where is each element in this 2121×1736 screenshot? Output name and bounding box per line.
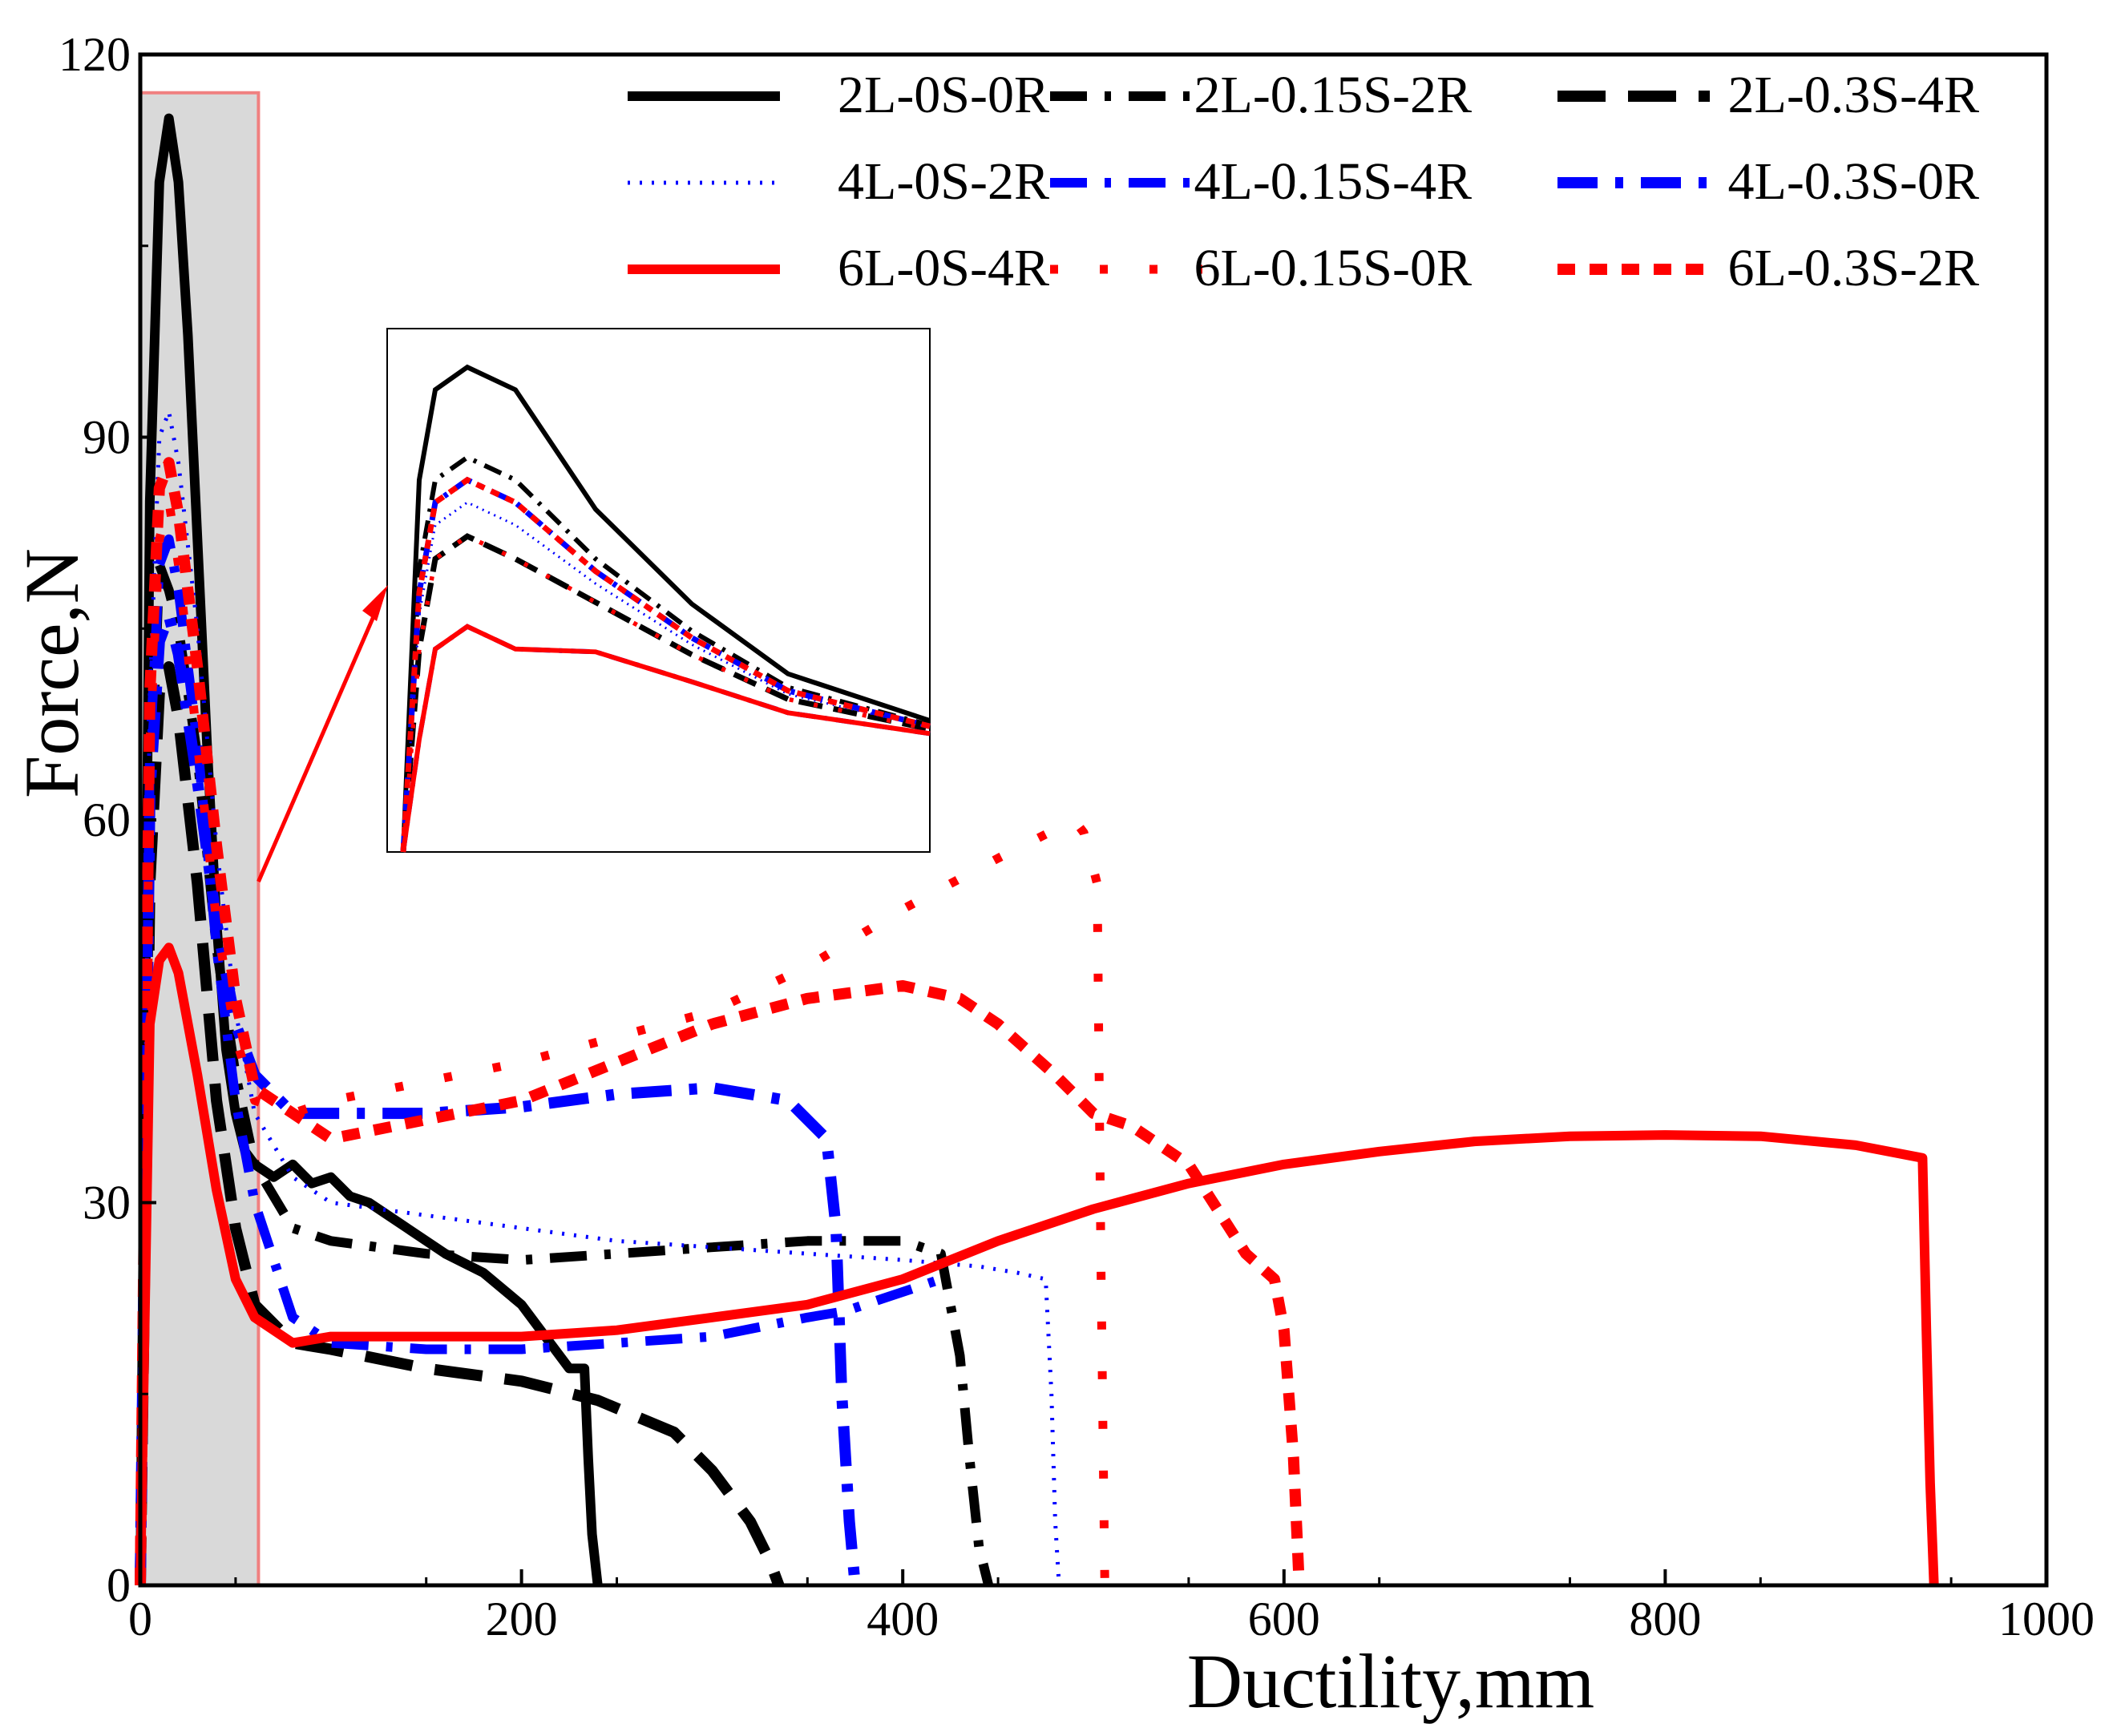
y-tick-label: 90 (83, 411, 131, 464)
series-line-6L-0.3S-2R (135, 457, 1305, 1586)
axes: 0 200 400 600 800 1000 0 30 60 90 120 (59, 28, 2095, 1645)
x-axis-title: Ductility,mm (1187, 1638, 1594, 1724)
x-tick-label: 800 (1629, 1593, 1701, 1645)
y-tick-label: 30 (83, 1177, 131, 1229)
inset-line-6L-0S-4R (401, 624, 931, 853)
y-tick-label: 0 (107, 1559, 131, 1612)
x-tick-label: 200 (486, 1593, 558, 1645)
x-tick-label: 0 (128, 1593, 152, 1645)
legend-label: 6L-0.3S-2R (1728, 239, 1980, 297)
series-line-4L-0.3S-0R (135, 610, 861, 1586)
series-line-6L-0S-4R (135, 943, 1939, 1586)
legend-label: 2L-0.15S-2R (1194, 66, 1473, 124)
y-axis-title: Force,N (9, 548, 95, 798)
inset-arrow (257, 608, 379, 882)
series-layer (135, 113, 1939, 1588)
inset-panel (257, 328, 931, 882)
legend-label: 4L-0.3S-0R (1728, 152, 1980, 211)
inset-line-6L-0.3S-2R (400, 476, 931, 853)
legend-label: 6L-0S-4R (838, 239, 1049, 297)
inset-arrow-head (362, 585, 388, 621)
legend-label: 2L-0S-0R (838, 66, 1049, 124)
legend-label: 2L-0.3S-4R (1728, 66, 1980, 124)
highlight-rect (139, 91, 261, 1587)
inset-line-2L-0S-0R (401, 364, 931, 853)
y-tick-label: 120 (59, 28, 131, 81)
x-tick-label: 400 (867, 1593, 939, 1645)
y-tick-label: 60 (83, 793, 131, 846)
x-tick-label: 600 (1248, 1593, 1320, 1645)
series-line-2L-0S-0R (135, 113, 603, 1586)
inset-line-4L-0S-2R (402, 501, 931, 853)
legend-label: 6L-0.15S-0R (1194, 239, 1473, 297)
inset-line-2L-0.3S-4R (400, 533, 931, 853)
inset-frame (386, 328, 931, 853)
series-line-2L-0.3S-4R (135, 661, 785, 1588)
highlight-region (139, 91, 261, 1587)
x-tick-label: 1000 (1998, 1593, 2095, 1645)
series-line-4L-0.15S-4R (135, 534, 943, 1586)
legend-label: 4L-0S-2R (838, 152, 1049, 211)
legend-label: 4L-0.15S-4R (1194, 152, 1473, 211)
legend: 2L-0S-0R 2L-0.15S-2R 2L-0.3S-4R 4L-0S-2R 4L-… (628, 66, 1979, 297)
